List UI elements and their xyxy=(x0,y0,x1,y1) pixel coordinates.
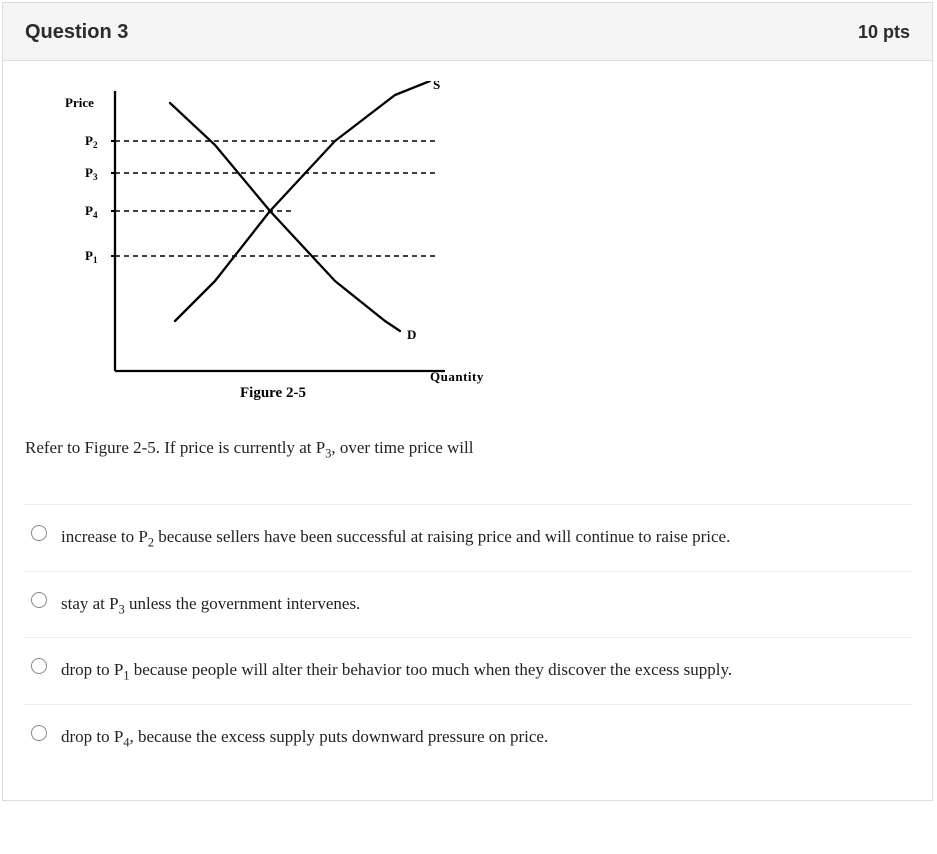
radio-d[interactable] xyxy=(31,725,47,741)
option-label-a: increase to P2 because sellers have been… xyxy=(61,521,730,555)
question-header: Question 3 10 pts xyxy=(3,3,932,61)
figure-2-5: Price Quantity Figure 2-5 P2 P3 P4 P1 S D xyxy=(35,81,912,416)
question-points: 10 pts xyxy=(858,22,910,43)
option-row-a[interactable]: increase to P2 because sellers have been… xyxy=(23,505,912,572)
svg-text:Quantity: Quantity xyxy=(430,369,484,384)
svg-text:Figure 2-5: Figure 2-5 xyxy=(240,385,306,401)
svg-text:Price: Price xyxy=(65,95,94,110)
radio-c[interactable] xyxy=(31,658,47,674)
option-label-c: drop to P1 because people will alter the… xyxy=(61,654,732,688)
option-label-d: drop to P4, because the excess supply pu… xyxy=(61,721,548,755)
question-container: Question 3 10 pts Price Quantity Figure 2-… xyxy=(2,2,933,801)
supply-demand-chart: Price Quantity Figure 2-5 P2 P3 P4 P1 S D xyxy=(35,81,525,411)
radio-a[interactable] xyxy=(31,525,47,541)
option-row-b[interactable]: stay at P3 unless the government interve… xyxy=(23,572,912,639)
question-body: Price Quantity Figure 2-5 P2 P3 P4 P1 S D Refer … xyxy=(3,61,932,800)
svg-text:S: S xyxy=(433,81,440,92)
svg-text:P4: P4 xyxy=(85,203,98,220)
svg-text:P2: P2 xyxy=(85,133,98,150)
prompt-post: , over time price will xyxy=(331,438,473,457)
prompt-pre: Refer to Figure 2-5. If price is current… xyxy=(25,438,325,457)
svg-text:D: D xyxy=(407,327,416,342)
option-row-c[interactable]: drop to P1 because people will alter the… xyxy=(23,638,912,705)
answer-options: increase to P2 because sellers have been… xyxy=(23,504,912,771)
option-row-d[interactable]: drop to P4, because the excess supply pu… xyxy=(23,705,912,771)
svg-text:P1: P1 xyxy=(85,248,98,265)
question-title: Question 3 xyxy=(25,21,128,44)
question-prompt: Refer to Figure 2-5. If price is current… xyxy=(25,434,912,464)
svg-text:P3: P3 xyxy=(85,165,98,182)
radio-b[interactable] xyxy=(31,592,47,608)
option-label-b: stay at P3 unless the government interve… xyxy=(61,588,360,622)
